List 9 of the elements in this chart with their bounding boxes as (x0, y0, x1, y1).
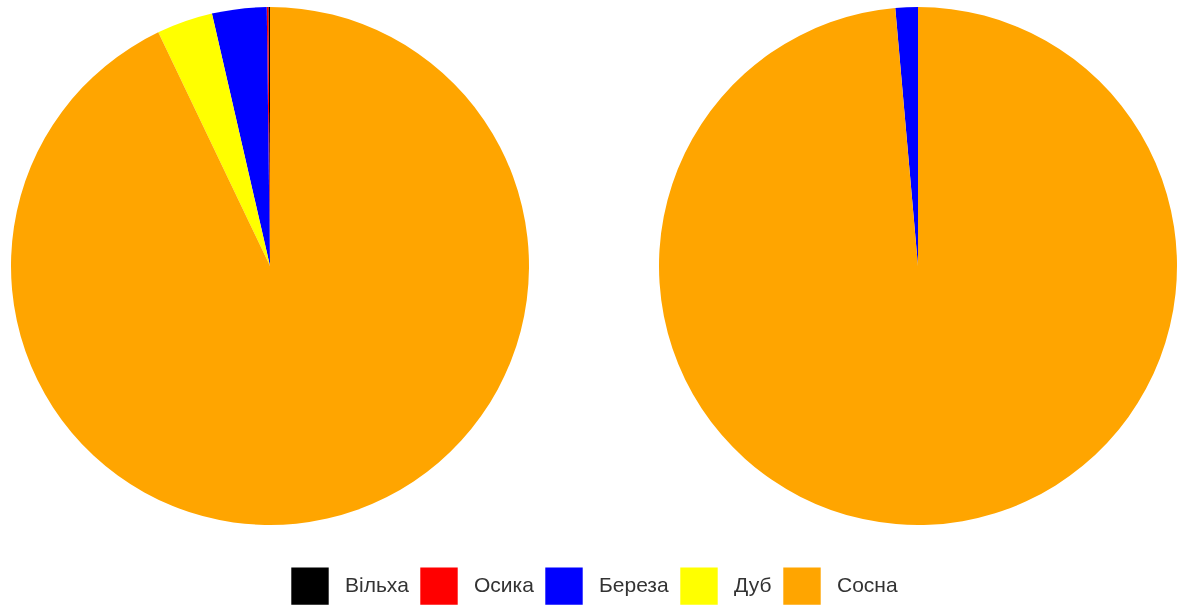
legend-label: Вільха (345, 573, 410, 597)
pie-slice (211, 7, 270, 266)
pie-slice (158, 13, 270, 266)
pie-slice (11, 7, 529, 525)
legend-label: Дуб (734, 573, 772, 597)
legend-label: Сосна (837, 573, 898, 597)
legend-label: Береза (599, 573, 669, 597)
pie-slice (659, 7, 1177, 525)
legend-label: Осика (474, 573, 535, 597)
